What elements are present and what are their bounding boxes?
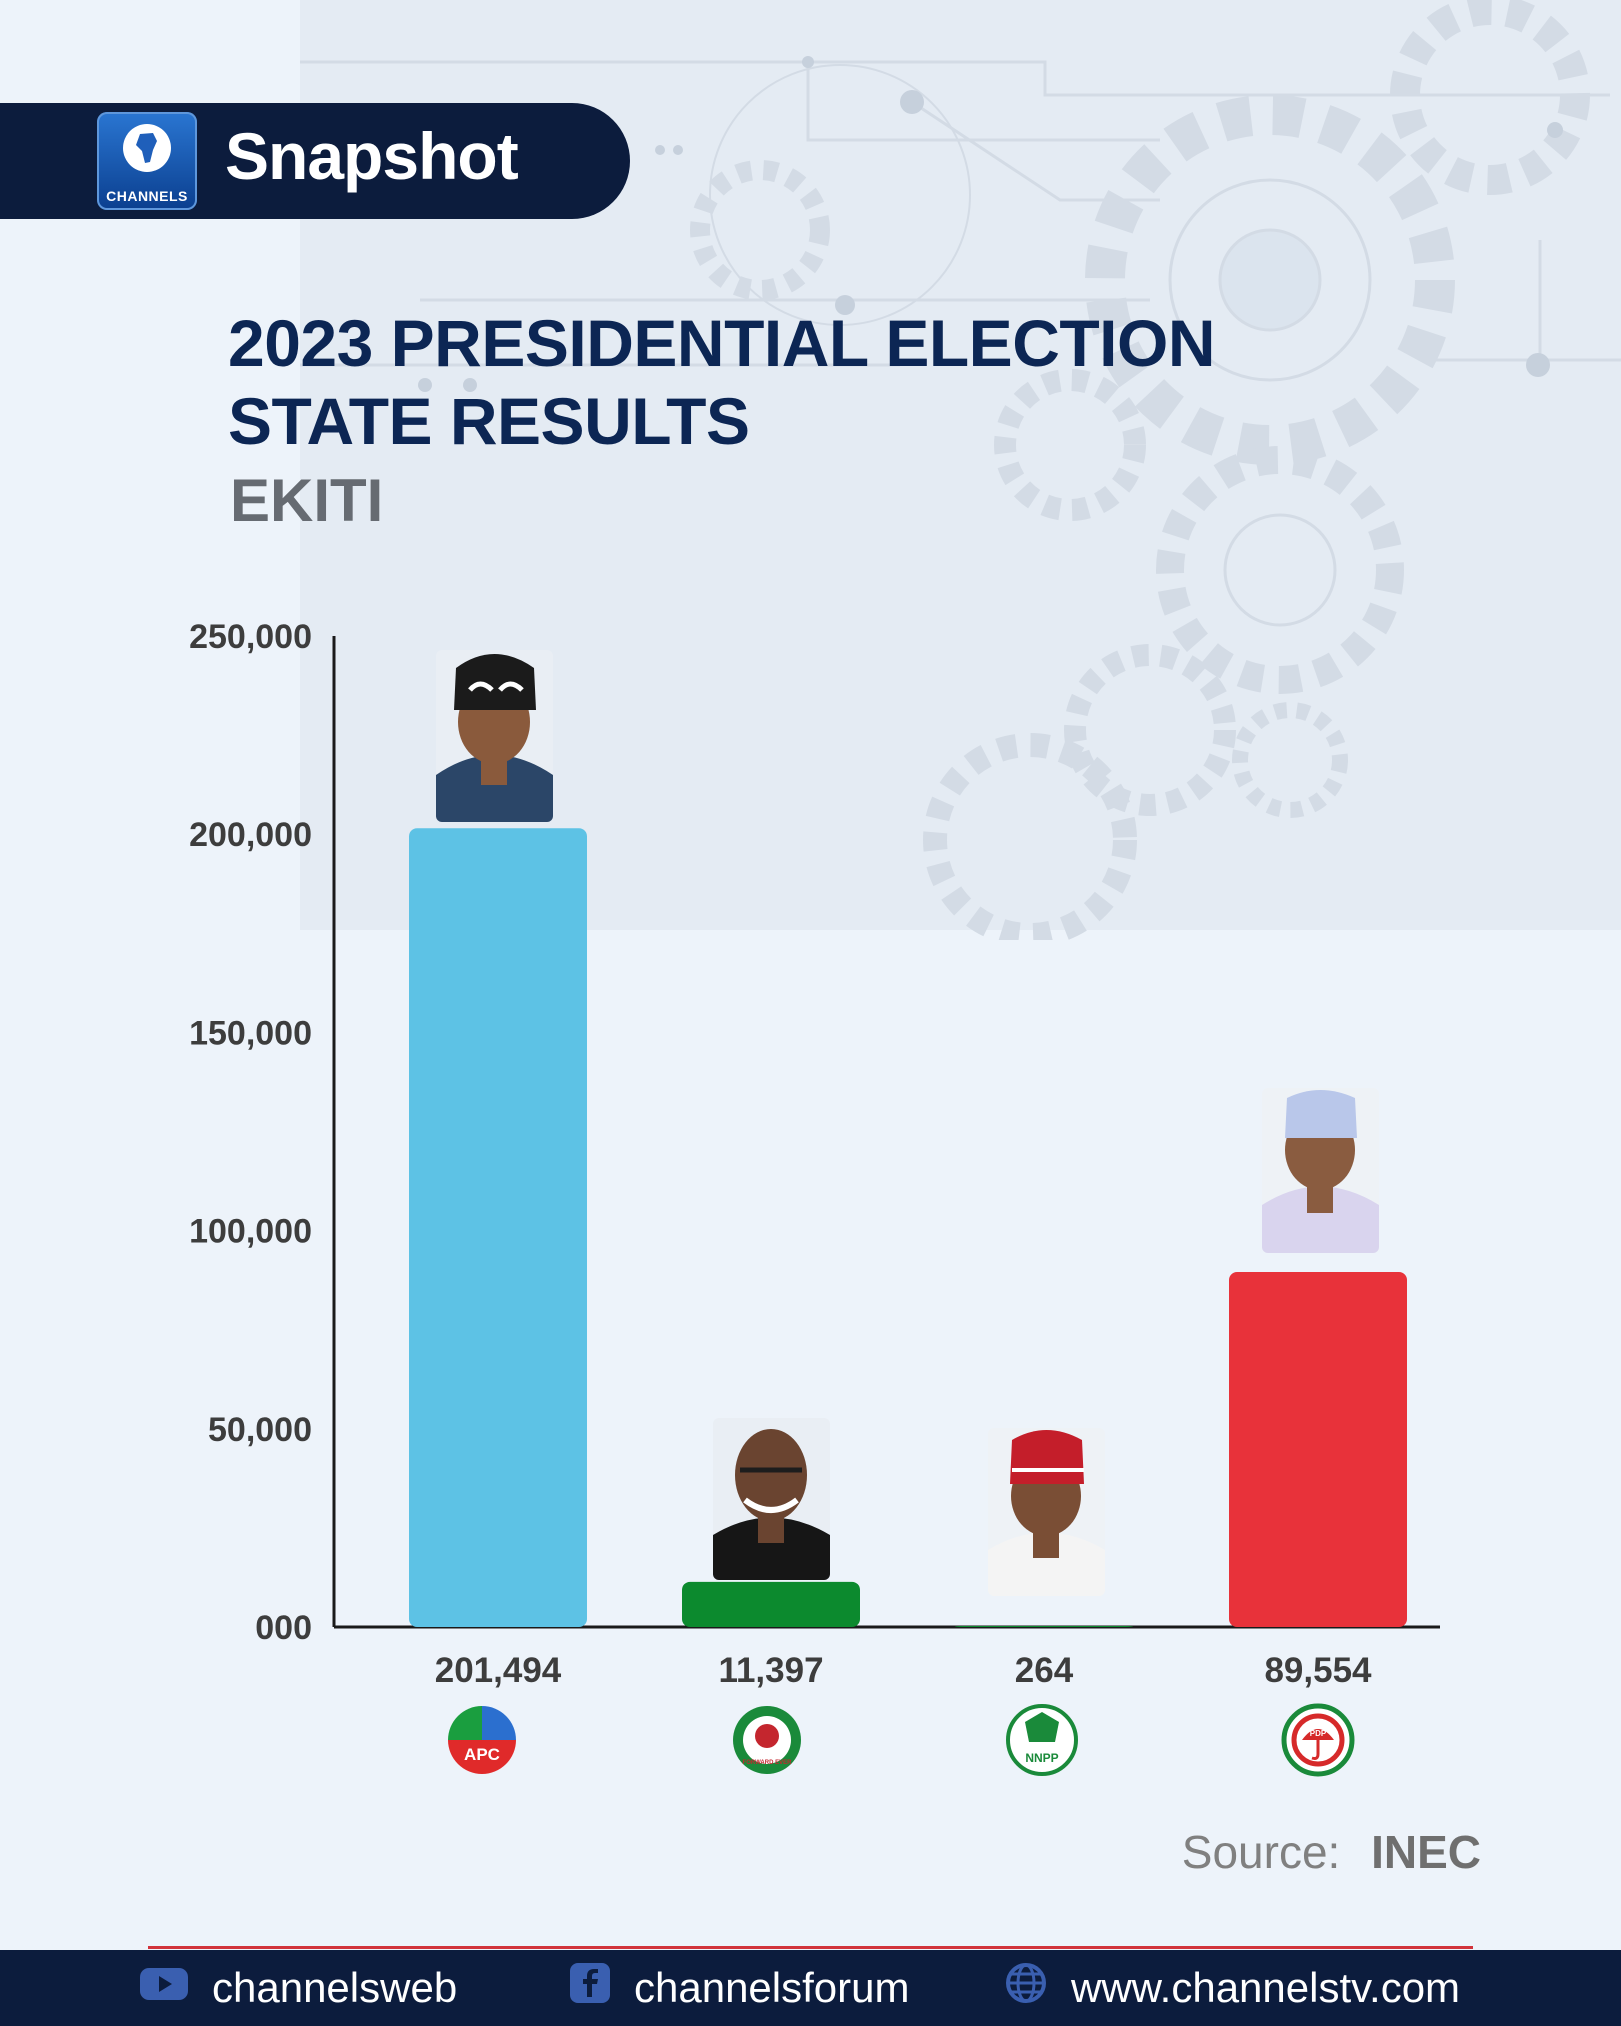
value-label-apc: 201,494 [435, 1651, 562, 1690]
candidate-photo-nnpp [988, 1428, 1105, 1596]
source-note: Source: INEC [1182, 1825, 1481, 1879]
y-tick-label: 000 [255, 1609, 312, 1647]
footer-divider [148, 1946, 1473, 1949]
candidate-photo-apc [436, 650, 553, 822]
pdp-logo-text: PDP [1310, 1729, 1327, 1738]
globe-www-icon [1005, 1962, 1047, 2014]
candidate-photo-lp [713, 1418, 830, 1580]
snapshot-badge: Snapshot [225, 119, 519, 193]
value-label-pdp: 89,554 [1264, 1651, 1372, 1690]
footer-facebook-link[interactable]: channelsforum [570, 1960, 909, 2016]
bar-apc [409, 828, 587, 1627]
facebook-icon [570, 1963, 610, 2013]
nnpp-logo-icon: NNPP [1006, 1704, 1078, 1776]
y-tick-label: 150,000 [189, 1014, 312, 1052]
lp-logo-text: FORWARD EVER [743, 1760, 793, 1766]
footer-youtube-text: channelsweb [212, 1964, 458, 2011]
footer-youtube-link[interactable]: channelsweb [140, 1960, 457, 2016]
bar-chart: 000 50,000 100,000 150,000 200,000 250,000 20… [189, 618, 1440, 1777]
apc-logo-text: APC [464, 1745, 500, 1764]
globe-icon [123, 124, 171, 172]
channels-logo: CHANNELS [97, 112, 197, 210]
bar-pdp [1229, 1272, 1407, 1627]
page-title: 2023 PRESIDENTIAL ELECTION [228, 306, 1216, 380]
source-value: INEC [1371, 1826, 1481, 1878]
footer: channelsweb channelsforum www.channelstv… [0, 1950, 1621, 2026]
bar-nnpp [955, 1625, 1133, 1627]
value-label-lp: 11,397 [718, 1651, 823, 1690]
youtube-icon [140, 1964, 188, 2012]
footer-website-text: www.channelstv.com [1071, 1964, 1461, 2011]
y-tick-label: 250,000 [189, 618, 312, 656]
state-name: EKITI [230, 467, 384, 534]
footer-facebook-text: channelsforum [634, 1964, 910, 2011]
y-tick-label: 100,000 [189, 1213, 312, 1251]
footer-website-link[interactable]: www.channelstv.com [1005, 1960, 1460, 2016]
y-tick-label: 50,000 [208, 1411, 312, 1449]
page-subtitle: STATE RESULTS [228, 384, 750, 458]
nnpp-logo-text: NNPP [1025, 1751, 1058, 1765]
value-label-nnpp: 264 [1015, 1651, 1074, 1690]
bar-lp [682, 1581, 860, 1627]
source-label: Source: [1181, 1826, 1341, 1878]
logo-text: CHANNELS [106, 188, 188, 204]
candidate-photo-pdp [1262, 1088, 1379, 1253]
pdp-logo-icon: PDP [1281, 1703, 1355, 1777]
apc-logo-icon: APC [448, 1706, 516, 1774]
lp-logo-icon: FORWARD EVER [733, 1706, 801, 1774]
y-tick-label: 200,000 [189, 816, 312, 854]
